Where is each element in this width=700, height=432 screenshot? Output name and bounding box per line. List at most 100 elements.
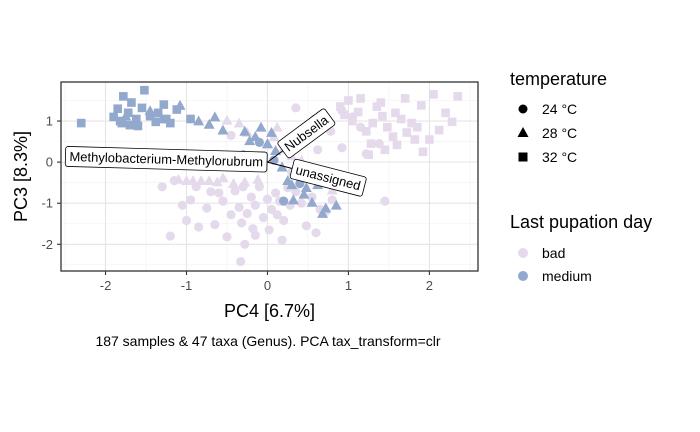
point-bad-triangle <box>252 173 264 184</box>
point-medium-triangle <box>217 124 229 135</box>
point-bad-square <box>417 101 426 110</box>
point-bad-square <box>380 145 390 155</box>
legend-temperature-28: 28 °C <box>542 125 577 141</box>
point-bad-circle <box>272 210 282 220</box>
point-bad-circle <box>337 106 347 116</box>
point-bad-triangle <box>211 176 223 187</box>
loading-label-box <box>64 146 268 173</box>
point-bad-circle <box>262 194 273 204</box>
point-bad-square <box>412 122 422 132</box>
point-medium-triangle <box>239 125 251 136</box>
point-bad-circle <box>202 203 212 213</box>
point-medium-square <box>109 112 118 122</box>
data-points <box>76 85 463 267</box>
point-bad-square <box>400 94 410 103</box>
loading-label-box <box>289 158 367 197</box>
legend-bad-label: bad <box>542 245 565 261</box>
point-bad-circle <box>277 235 287 245</box>
point-bad-circle <box>270 188 281 198</box>
point-bad-circle <box>210 219 220 230</box>
point-medium-circle <box>269 155 279 165</box>
point-bad-circle <box>246 192 256 202</box>
point-bad-circle <box>291 187 301 197</box>
point-bad-circle <box>191 182 201 192</box>
loading-label: Methylobacterium-Methylorubrum <box>64 146 268 173</box>
point-bad-square <box>353 107 363 117</box>
axis-ticks: -2 -1 0 1 2 1 0 -1 -2 <box>41 114 433 293</box>
legend-square-marker <box>518 152 528 162</box>
loading-arrows: Methylobacterium-MethylorubrumNubsellaun… <box>64 108 367 197</box>
point-bad-circle <box>296 198 307 208</box>
point-medium-square <box>123 108 133 118</box>
point-medium-triangle <box>300 182 312 192</box>
legend-triangle-marker <box>517 127 529 137</box>
point-bad-circle <box>236 218 247 228</box>
point-bad-circle <box>291 103 301 113</box>
legend-temperature-24: 24 °C <box>542 101 577 117</box>
point-medium-triangle <box>174 99 186 110</box>
point-medium-triangle <box>203 118 215 129</box>
point-bad-square <box>388 132 398 141</box>
point-bad-circle <box>337 143 347 153</box>
point-medium-triangle <box>144 105 156 116</box>
point-medium-square <box>125 120 135 130</box>
point-bad-triangle <box>221 114 233 125</box>
point-bad-square <box>429 90 438 99</box>
point-bad-circle <box>181 215 192 226</box>
point-bad-circle <box>301 221 311 231</box>
point-bad-square <box>340 110 349 120</box>
point-bad-square <box>376 98 386 107</box>
x-tick-label: 1 <box>345 278 352 293</box>
point-bad-triangle <box>195 175 207 186</box>
point-bad-square <box>361 127 371 136</box>
point-medium-square <box>137 103 147 113</box>
point-bad-circle <box>347 112 358 122</box>
point-bad-square <box>391 108 400 118</box>
point-bad-circle <box>264 225 274 235</box>
point-bad-circle <box>240 239 250 249</box>
point-bad-circle <box>279 215 289 226</box>
x-tick-label: -1 <box>181 278 193 293</box>
point-bad-square <box>356 94 365 103</box>
point-bad-square <box>447 117 457 127</box>
x-axis-title: PC4 [6.7%] <box>224 301 315 321</box>
legend-pupation: Last pupation day bad medium <box>510 212 652 284</box>
point-bad-circle <box>313 145 323 155</box>
point-bad-circle <box>242 208 252 219</box>
point-bad-circle <box>177 200 188 210</box>
point-medium-square <box>151 117 161 127</box>
point-medium-triangle <box>156 113 168 124</box>
point-medium-square <box>186 114 195 124</box>
point-bad-circle <box>361 149 371 159</box>
point-bad-circle <box>238 182 248 192</box>
point-bad-circle <box>169 176 179 186</box>
point-bad-circle <box>226 210 236 220</box>
plot-panel <box>61 82 478 271</box>
y-tick-label: -1 <box>41 196 53 211</box>
loading-label-text: Methylobacterium-Methylorubrum <box>69 149 263 169</box>
point-medium-square <box>161 114 171 124</box>
point-medium-square <box>132 114 141 124</box>
point-bad-square <box>368 118 378 128</box>
point-bad-square <box>407 118 416 128</box>
x-tick-label: -2 <box>100 278 112 293</box>
point-bad-triangle <box>227 177 239 188</box>
point-medium-triangle <box>266 127 278 137</box>
point-bad-circle <box>206 187 216 197</box>
point-bad-square <box>410 135 420 144</box>
point-medium-triangle <box>270 145 282 156</box>
legend-circle-marker <box>518 104 528 114</box>
point-medium-square <box>145 111 155 121</box>
point-bad-square <box>441 108 450 118</box>
point-bad-square <box>396 114 406 124</box>
point-medium-triangle <box>286 179 298 190</box>
point-bad-circle <box>254 182 264 192</box>
point-bad-square <box>366 139 376 148</box>
point-bad-circle <box>374 139 384 149</box>
point-medium-triangle <box>298 188 310 199</box>
point-bad-circle <box>380 196 390 206</box>
point-bad-square <box>434 125 444 135</box>
point-medium-triangle <box>306 196 318 207</box>
point-medium-square <box>133 121 143 131</box>
point-medium-square <box>153 108 163 118</box>
